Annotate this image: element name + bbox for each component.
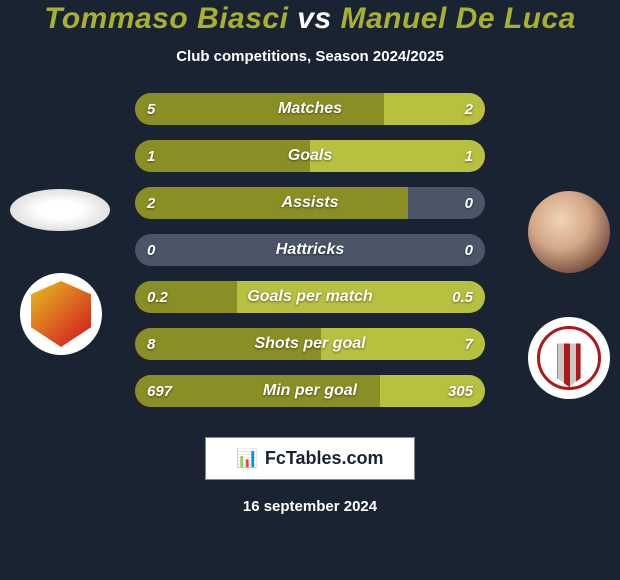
title: Tommaso Biasci vs Manuel De Luca (44, 2, 576, 36)
club-right-crest-stripes (540, 329, 598, 387)
stat-row: Hattricks 0 0 (135, 234, 485, 266)
stat-bar-left (135, 187, 408, 219)
stat-value-right: 1 (465, 148, 473, 165)
stat-row: Shots per goal 8 7 (135, 328, 485, 360)
date: 16 september 2024 (243, 498, 377, 515)
stat-row: Matches 5 2 (135, 93, 485, 125)
club-right-crest-shape (537, 326, 601, 390)
stat-row: Goals per match 0.2 0.5 (135, 281, 485, 313)
chart-icon: 📊 (236, 448, 258, 469)
title-vs: vs (297, 2, 331, 35)
stat-label: Hattricks (276, 241, 344, 259)
stat-value-left: 0.2 (147, 289, 168, 306)
subtitle: Club competitions, Season 2024/2025 (176, 48, 444, 65)
stat-value-right: 0 (465, 195, 473, 212)
player-left-avatar (10, 189, 110, 231)
comparison-area: Matches 5 2 Goals 1 1 Assists 2 0 Hattricks 0 0 Goal… (0, 93, 620, 407)
stat-row: Min per goal 697 305 (135, 375, 485, 407)
player-right-name: Manuel De Luca (340, 2, 575, 35)
footer-brand[interactable]: 📊 FcTables.com (205, 437, 414, 480)
stat-row: Goals 1 1 (135, 140, 485, 172)
stat-label: Shots per goal (254, 335, 365, 353)
stat-value-left: 1 (147, 148, 155, 165)
stat-bar-left (135, 93, 384, 125)
footer-brand-text: FcTables.com (265, 448, 384, 469)
player-right-avatar (528, 191, 610, 273)
stat-value-right: 2 (465, 101, 473, 118)
stat-value-left: 2 (147, 195, 155, 212)
stat-bar-right (310, 140, 485, 172)
stat-label: Assists (282, 194, 339, 212)
stat-value-right: 0.5 (452, 289, 473, 306)
stat-value-left: 0 (147, 242, 155, 259)
stat-label: Goals (288, 147, 332, 165)
stat-value-left: 8 (147, 336, 155, 353)
club-left-crest (20, 273, 102, 355)
stat-rows: Matches 5 2 Goals 1 1 Assists 2 0 Hattricks 0 0 Goal… (135, 93, 485, 407)
stat-bar-left (135, 140, 310, 172)
stat-label: Matches (278, 100, 342, 118)
player-left-name: Tommaso Biasci (44, 2, 288, 35)
stat-value-left: 697 (147, 383, 172, 400)
stat-label: Min per goal (263, 382, 357, 400)
stat-label: Goals per match (247, 288, 372, 306)
stat-row: Assists 2 0 (135, 187, 485, 219)
comparison-card: Tommaso Biasci vs Manuel De Luca Club co… (0, 0, 620, 580)
club-right-crest (528, 317, 610, 399)
stat-value-left: 5 (147, 101, 155, 118)
stat-value-right: 305 (448, 383, 473, 400)
stat-value-right: 7 (465, 336, 473, 353)
club-left-crest-shape (31, 281, 91, 347)
stat-value-right: 0 (465, 242, 473, 259)
